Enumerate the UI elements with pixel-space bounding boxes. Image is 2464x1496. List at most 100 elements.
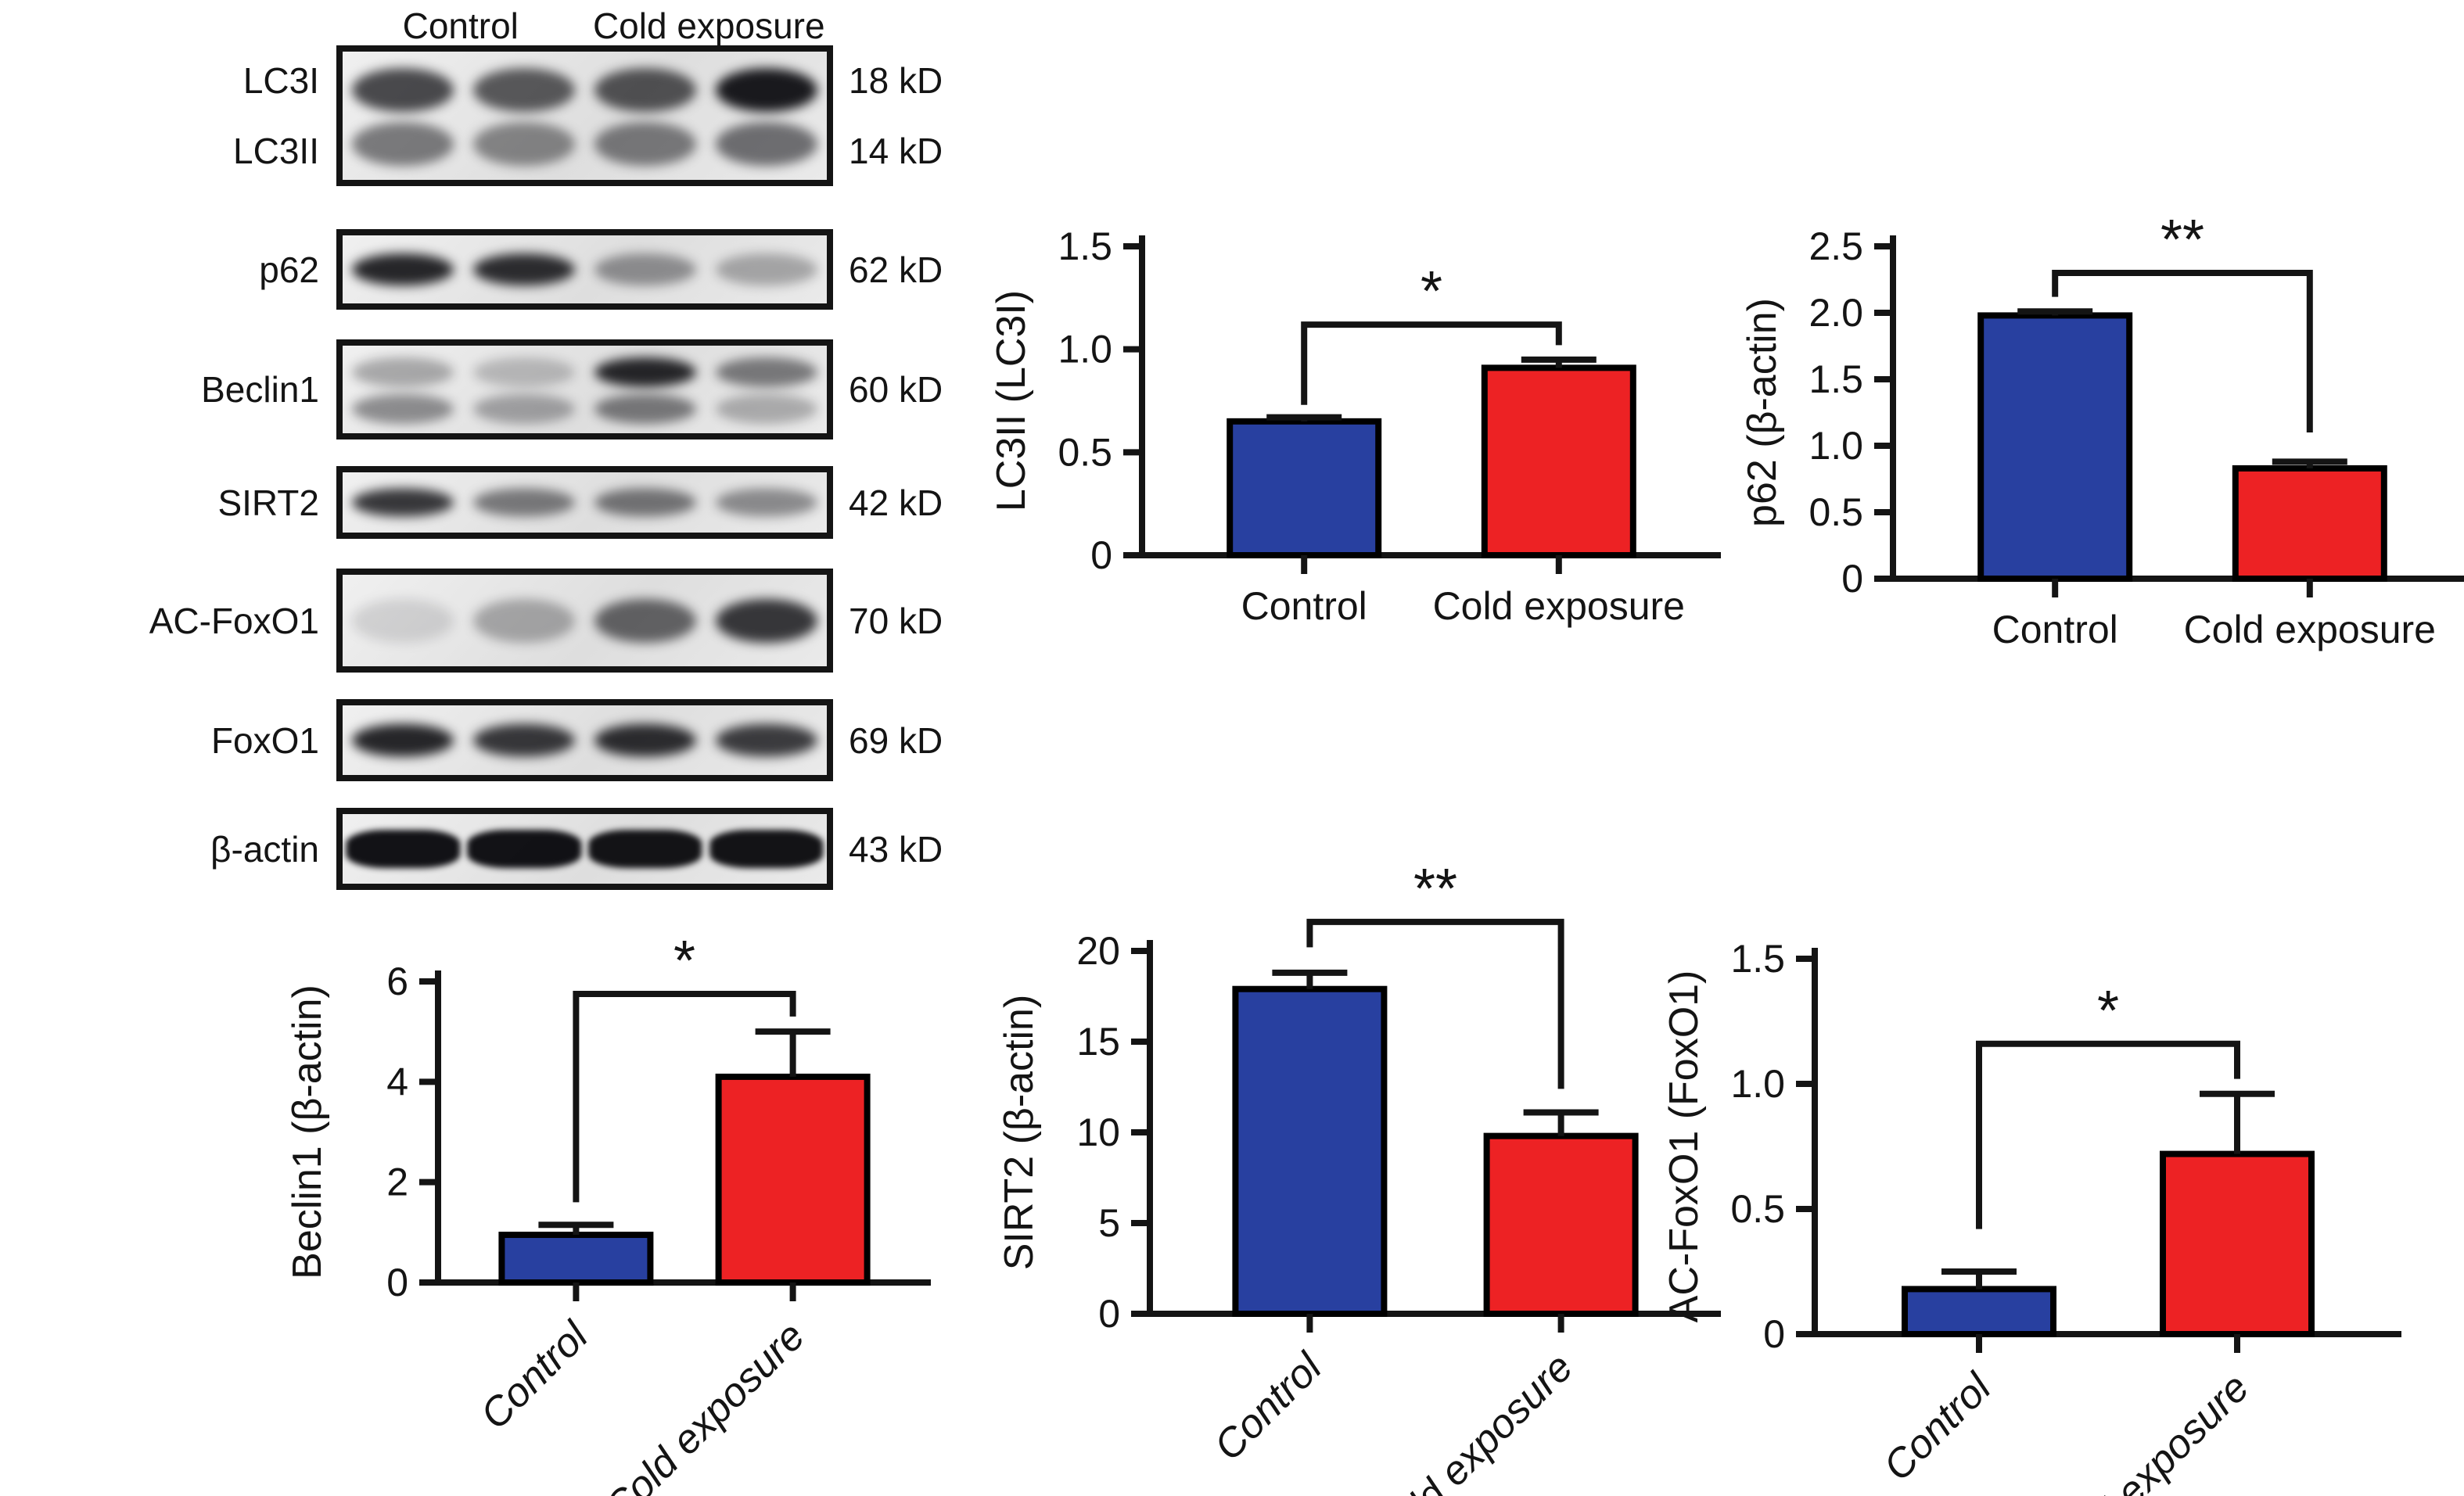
y-tick-label: 20: [1076, 929, 1120, 973]
bar-control: [1232, 985, 1388, 1317]
blot-row-lc3: LC3I LC3II 18 kD 14 kD: [110, 45, 978, 186]
x-category-label: Control: [1875, 1364, 2001, 1490]
kd-label-text: 43 kD: [849, 828, 943, 870]
x-category-label: Control: [1241, 584, 1367, 628]
kd-label-text: 60 kD: [849, 369, 943, 410]
y-tick-label: 0.5: [1808, 490, 1863, 534]
blot-image-sirt2: [336, 466, 833, 539]
protein-label-foxo1: FoxO1: [110, 699, 336, 781]
group-label-control: Control: [402, 5, 519, 46]
x-category-label: Cold exposure: [2040, 1365, 2257, 1496]
blot-row-p62: p62 62 kD: [110, 229, 978, 310]
protein-band: [352, 598, 454, 643]
y-tick-label: 1.5: [1808, 357, 1863, 401]
protein-band: [473, 357, 576, 387]
y-tick-label: 0.5: [1058, 430, 1112, 474]
protein-label-p62: p62: [110, 229, 336, 310]
y-tick-label: 1.5: [1730, 937, 1785, 981]
x-category-label: Cold exposure: [1364, 1344, 1582, 1496]
protein-band: [467, 829, 581, 869]
bar-control: [1227, 418, 1382, 559]
y-tick-label: 0: [1098, 1292, 1120, 1336]
y-tick-label: 1.0: [1058, 328, 1112, 371]
y-tick-label: 2: [386, 1161, 408, 1204]
molecular-weight-label-lc3: 18 kD 14 kD: [833, 45, 970, 186]
y-axis-title: SIRT2 (β-actin): [997, 995, 1042, 1271]
protein-band: [473, 598, 576, 643]
chart-svg-p62: 0 0.5 1.0 1.5 2.0 2.5 p62 (β-actin) Control Cold…: [1740, 209, 2464, 651]
molecular-weight-label-beclin1: 60 kD: [833, 339, 970, 439]
protein-band: [709, 829, 824, 869]
protein-label-beta-actin: β-actin: [110, 808, 336, 890]
protein-band: [594, 68, 696, 113]
blot-group-labels: Control Cold exposure: [336, 5, 833, 46]
blot-image-beta-actin: [336, 808, 833, 890]
significance-label: **: [2160, 209, 2204, 271]
blot-image-foxo1: [336, 699, 833, 781]
significance-bracket: [1306, 918, 1564, 1089]
protein-label-beclin1: Beclin1: [110, 339, 336, 439]
group-label-cold-exposure: Cold exposure: [592, 5, 825, 46]
chart-lc3ii: 0 0.5 1.0 1.5 LC3II (LC3I) Control Cold exposu…: [986, 176, 1768, 676]
y-tick-label: 10: [1076, 1110, 1120, 1154]
blot-row-ac-foxo1: AC-FoxO1 70 kD: [110, 569, 978, 673]
protein-band: [594, 122, 696, 166]
x-category-label: Cold exposure: [2184, 608, 2436, 651]
protein-label-text: LC3II: [233, 131, 319, 171]
y-tick-label: 15: [1076, 1020, 1120, 1064]
protein-band: [352, 253, 454, 286]
protein-band: [594, 357, 696, 387]
y-tick-label: 6: [386, 960, 408, 1003]
protein-band: [352, 488, 454, 517]
y-tick-label: 0: [1090, 533, 1112, 577]
bar-cold-exposure: [1481, 364, 1636, 558]
y-tick-label: 1.5: [1058, 224, 1112, 268]
chart-svg-lc3ii: 0 0.5 1.0 1.5 LC3II (LC3I) Control Cold exposu…: [989, 224, 1721, 628]
significance-bracket: [1976, 1040, 2240, 1229]
protein-label-text: AC-FoxO1: [149, 600, 319, 641]
significance-bracket: [1301, 321, 1562, 405]
blot-image-p62: [336, 229, 833, 310]
protein-label-text: FoxO1: [210, 719, 319, 761]
bar-cold-exposure: [715, 1073, 871, 1286]
blot-row-foxo1: FoxO1 69 kD: [110, 699, 978, 781]
y-tick-label: 0.5: [1730, 1187, 1785, 1231]
y-axis-title: AC-FoxO1 (FoxO1): [1661, 970, 1707, 1323]
bar-control: [1902, 1286, 2056, 1338]
blot-row-sirt2: SIRT2 42 kD: [110, 466, 978, 539]
protein-band: [715, 598, 817, 643]
protein-label-ac-foxo1: AC-FoxO1: [110, 569, 336, 673]
kd-label-text: 18 kD: [849, 60, 943, 101]
y-axis-title: LC3II (LC3I): [989, 290, 1034, 511]
y-tick-label: 2.0: [1808, 291, 1863, 335]
x-category-label: Control: [1992, 608, 2118, 651]
protein-band: [352, 723, 454, 757]
x-category-label: Control: [472, 1312, 598, 1438]
blot-image-ac-foxo1: [336, 569, 833, 673]
protein-label-lc3: LC3I LC3II: [110, 45, 336, 186]
y-tick-label: 1.0: [1808, 424, 1863, 468]
bar-cold-exposure: [2232, 465, 2387, 582]
y-axis-title: Beclin1 (β-actin): [285, 985, 330, 1279]
kd-label-text: 62 kD: [849, 249, 943, 290]
protein-band: [588, 829, 702, 869]
protein-band: [594, 393, 696, 424]
x-category-label: Cold exposure: [596, 1313, 814, 1496]
significance-label: *: [673, 930, 695, 992]
chart-beclin1: 0 2 4 6 Beclin1 (β-actin) Control Cold exposur…: [258, 911, 978, 1496]
protein-label-text: β-actin: [210, 828, 319, 870]
chart-p62: 0 0.5 1.0 1.5 2.0 2.5 p62 (β-actin) Control Cold…: [1737, 176, 2464, 692]
protein-band: [715, 357, 817, 387]
protein-band: [473, 723, 576, 757]
protein-label-text: LC3I: [242, 60, 319, 101]
protein-band: [715, 488, 817, 517]
y-tick-label: 0: [1763, 1312, 1785, 1356]
y-tick-label: 0: [1841, 557, 1863, 601]
y-tick-label: 0: [386, 1261, 408, 1304]
protein-band: [352, 122, 454, 166]
significance-label: **: [1413, 858, 1457, 920]
molecular-weight-label-foxo1: 69 kD: [833, 699, 970, 781]
significance-label: *: [1421, 260, 1442, 323]
protein-band: [594, 253, 696, 286]
molecular-weight-label-sirt2: 42 kD: [833, 466, 970, 539]
